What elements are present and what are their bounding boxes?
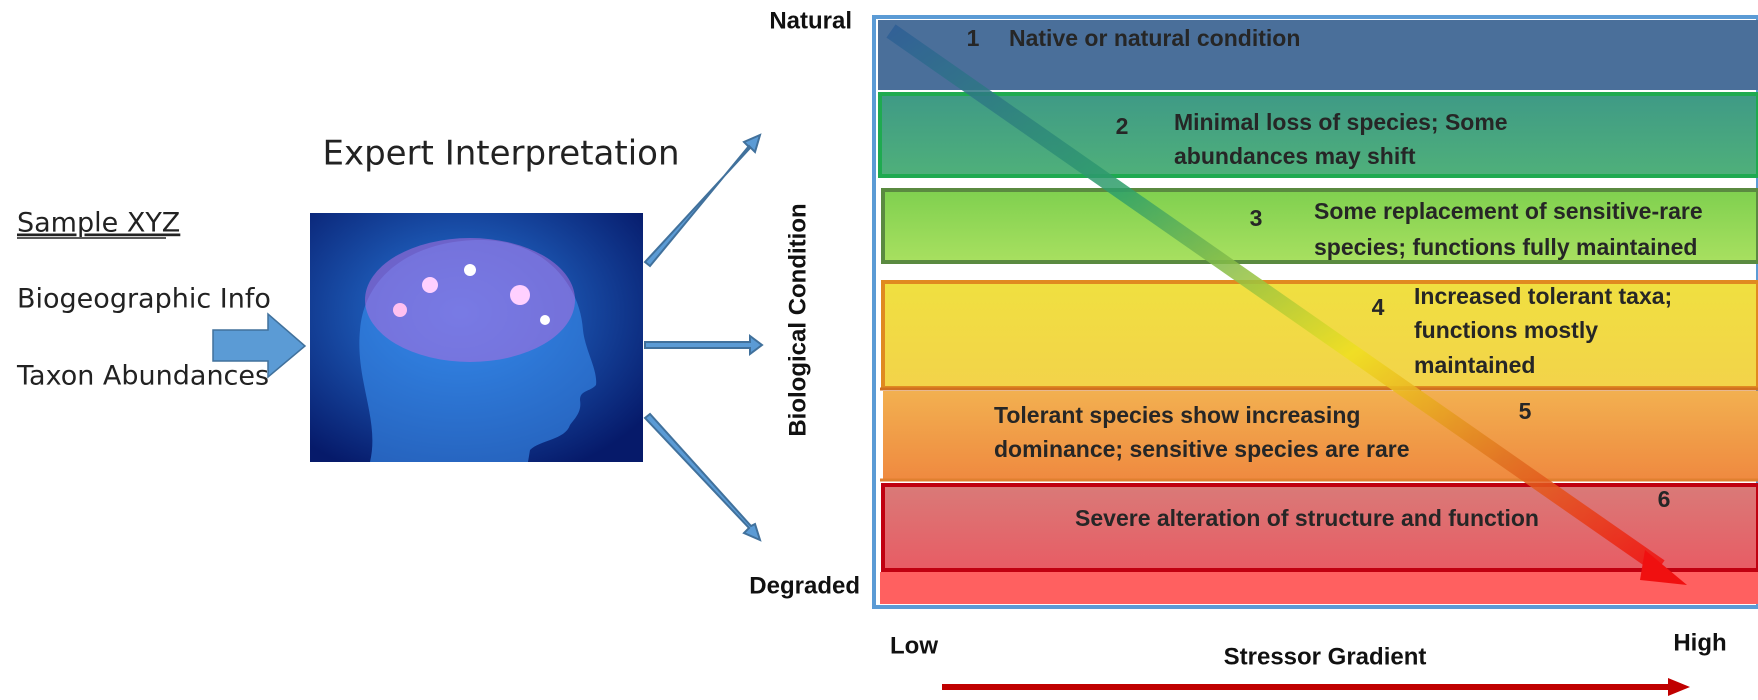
level-description: species; functions fully maintained [1314,234,1697,260]
brain-image [310,213,643,462]
level-description: abundances may shift [1174,143,1416,169]
level-number: 6 [1658,486,1671,512]
level-description: Increased tolerant taxa; [1414,283,1672,309]
x-low-label: Low [890,632,938,659]
x-high-label: High [1673,629,1726,656]
trend-arrow [886,24,1665,574]
level-description: maintained [1414,352,1535,378]
level-number: 2 [1116,113,1129,139]
axis-bottom: Degraded [749,572,860,599]
y-axis-title: Biological Condition [784,203,811,436]
level-description: Some replacement of sensitive-rare [1314,198,1703,224]
band [881,188,1758,264]
level-description: Tolerant species show increasing [994,402,1360,428]
level-number: 1 [967,25,980,51]
band [880,572,1758,604]
sample-label: Sample XYZ [17,208,180,239]
input-label: Biogeographic Info [17,284,271,315]
axis-top: Natural [769,7,852,34]
x-axis-title: Stressor Gradient [1224,643,1427,670]
level-description: Native or natural condition [1009,25,1300,51]
level-number: 4 [1372,294,1385,320]
stressor-arrowhead [1668,678,1690,696]
band [883,391,1758,479]
level-description: functions mostly [1414,317,1598,343]
expert-title: Expert Interpretation [322,134,679,174]
input-arrow [212,312,307,379]
output-arrows [643,133,764,542]
trend-arrowhead [1640,550,1687,585]
level-description: dominance; sensitive species are rare [994,436,1410,462]
level-number: 3 [1250,205,1263,231]
input-label: Taxon Abundances [16,361,269,392]
level-number: 5 [1519,398,1532,424]
band [878,20,1758,90]
level-description: Minimal loss of species; Some [1174,109,1508,135]
level-description: Severe alteration of structure and funct… [1075,505,1539,531]
